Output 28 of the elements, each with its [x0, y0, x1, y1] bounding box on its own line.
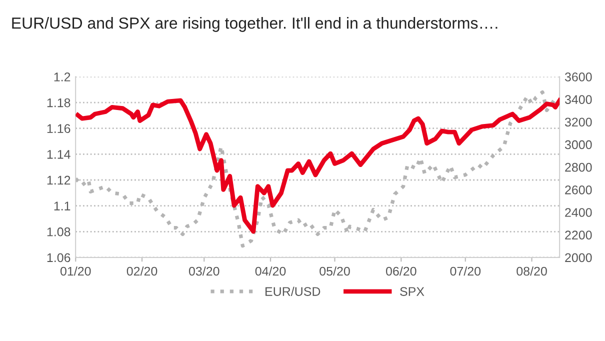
y2-tick-label: 2400	[565, 208, 592, 217]
x-tick-label: 02/20	[126, 266, 158, 276]
y-tick-label: 1.12	[47, 176, 70, 185]
x-tick-label: 08/20	[516, 266, 547, 276]
y-tick-label: 1.1	[54, 202, 70, 210]
y-tick-label: 1.2	[54, 72, 70, 82]
x-tick-label: 06/20	[386, 266, 416, 276]
y-tick-label: 1.06	[47, 253, 70, 262]
legend-label: EUR/USD	[266, 286, 320, 296]
y-tick-label: 1.16	[47, 124, 70, 134]
y2-tick-label: 3600	[564, 72, 592, 82]
y2-tick-label: 2000	[565, 253, 592, 262]
chart-title: EUR/USD and SPX are rising together. It'll end in a thunderstorms….	[12, 17, 498, 32]
y2-tick-label: 2800	[565, 162, 592, 172]
x-tick-label: 01/20	[60, 266, 91, 276]
x-tick-label: 07/20	[450, 266, 481, 276]
y2-tick-label: 3000	[564, 140, 592, 150]
y2-tick-label: 3400	[564, 95, 592, 104]
x-tick-label: 05/20	[320, 266, 350, 276]
y2-tick-label: 2600	[565, 185, 592, 194]
legend-label: SPX	[400, 287, 424, 296]
y2-tick-label: 3200	[564, 118, 592, 127]
x-tick-label: 03/20	[188, 266, 220, 276]
y-tick-label: 1.18	[47, 98, 70, 108]
x-tick-label: 04/20	[255, 266, 286, 276]
y-tick-label: 1.08	[47, 227, 70, 236]
y-tick-label: 1.14	[47, 150, 70, 159]
y2-tick-label: 2200	[565, 230, 592, 240]
